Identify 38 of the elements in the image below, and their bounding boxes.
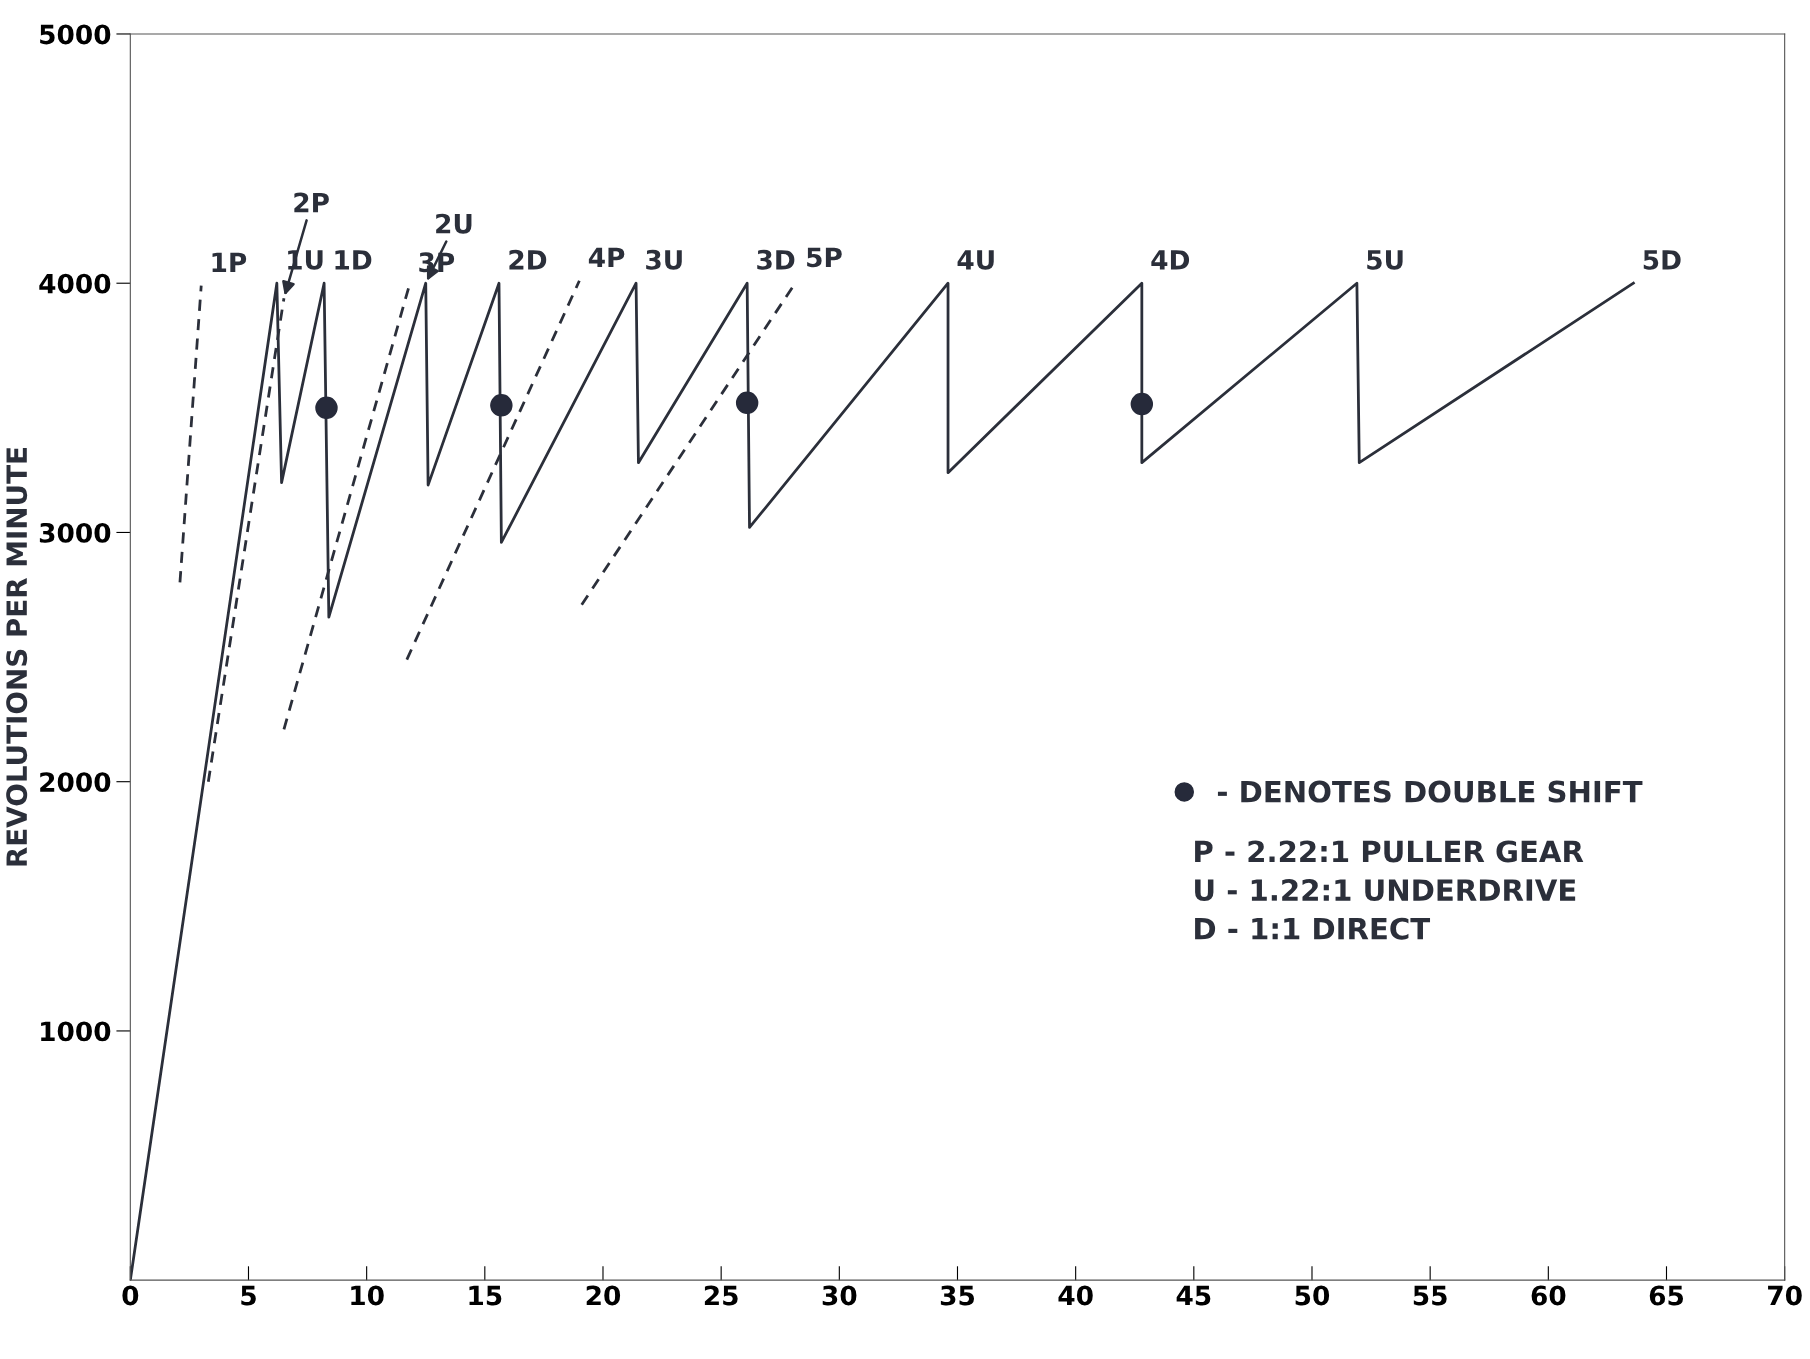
- annotation: 5P: [807, 247, 842, 268]
- annotation: 4D: [1151, 250, 1190, 270]
- annotation: P - 2.22:1 PULLER GEAR: [1195, 840, 1584, 863]
- annotation: 5D: [1643, 250, 1681, 270]
- x-tick-label: 55: [1413, 1285, 1447, 1306]
- annotation: U - 1.22:1 UNDERDRIVE: [1195, 879, 1576, 902]
- annotation: 5U: [1367, 250, 1403, 270]
- annotation: 1P: [212, 252, 247, 272]
- x-tick-label: 5: [241, 1285, 256, 1306]
- y-tick-label: 5000: [40, 24, 111, 45]
- x-tick-label: 25: [704, 1285, 738, 1306]
- x-tick-label: 70: [1768, 1285, 1802, 1306]
- x-tick-label: 0: [122, 1285, 139, 1306]
- y-tick-label: 2000: [40, 772, 111, 793]
- y-tick-label: 1000: [41, 1021, 111, 1042]
- x-tick-label: 45: [1176, 1285, 1211, 1306]
- x-tick-label: 20: [586, 1285, 621, 1306]
- y-axis-title: REVOLUTIONS PER MINUTE: [6, 448, 28, 866]
- annotation: 2D: [509, 249, 547, 270]
- annotation: 2P: [294, 192, 329, 213]
- x-tick-label: 35: [940, 1285, 975, 1306]
- annotation: 2U: [436, 213, 472, 234]
- x-tick-label: 65: [1649, 1285, 1684, 1306]
- x-tick-label: 50: [1295, 1285, 1330, 1306]
- legend-label: - DENOTES DOUBLE SHIFT: [1217, 780, 1643, 803]
- annotation: 4P: [588, 247, 625, 267]
- y-tick-label: 4000: [39, 273, 111, 294]
- y-tick-label: 3000: [39, 522, 111, 543]
- annotation: 4U: [957, 250, 994, 270]
- x-tick-label: 10: [351, 1285, 384, 1306]
- x-tick-label: 60: [1531, 1285, 1566, 1306]
- annotation: 3U: [646, 249, 682, 270]
- x-tick-label: 40: [1058, 1285, 1093, 1306]
- annotation: 1D: [335, 250, 372, 270]
- annotation: D - 1:1 DIRECT: [1195, 917, 1431, 940]
- x-tick-label: 15: [469, 1285, 502, 1306]
- annotation: 3D: [757, 249, 795, 270]
- x-tick-label: 30: [822, 1285, 857, 1306]
